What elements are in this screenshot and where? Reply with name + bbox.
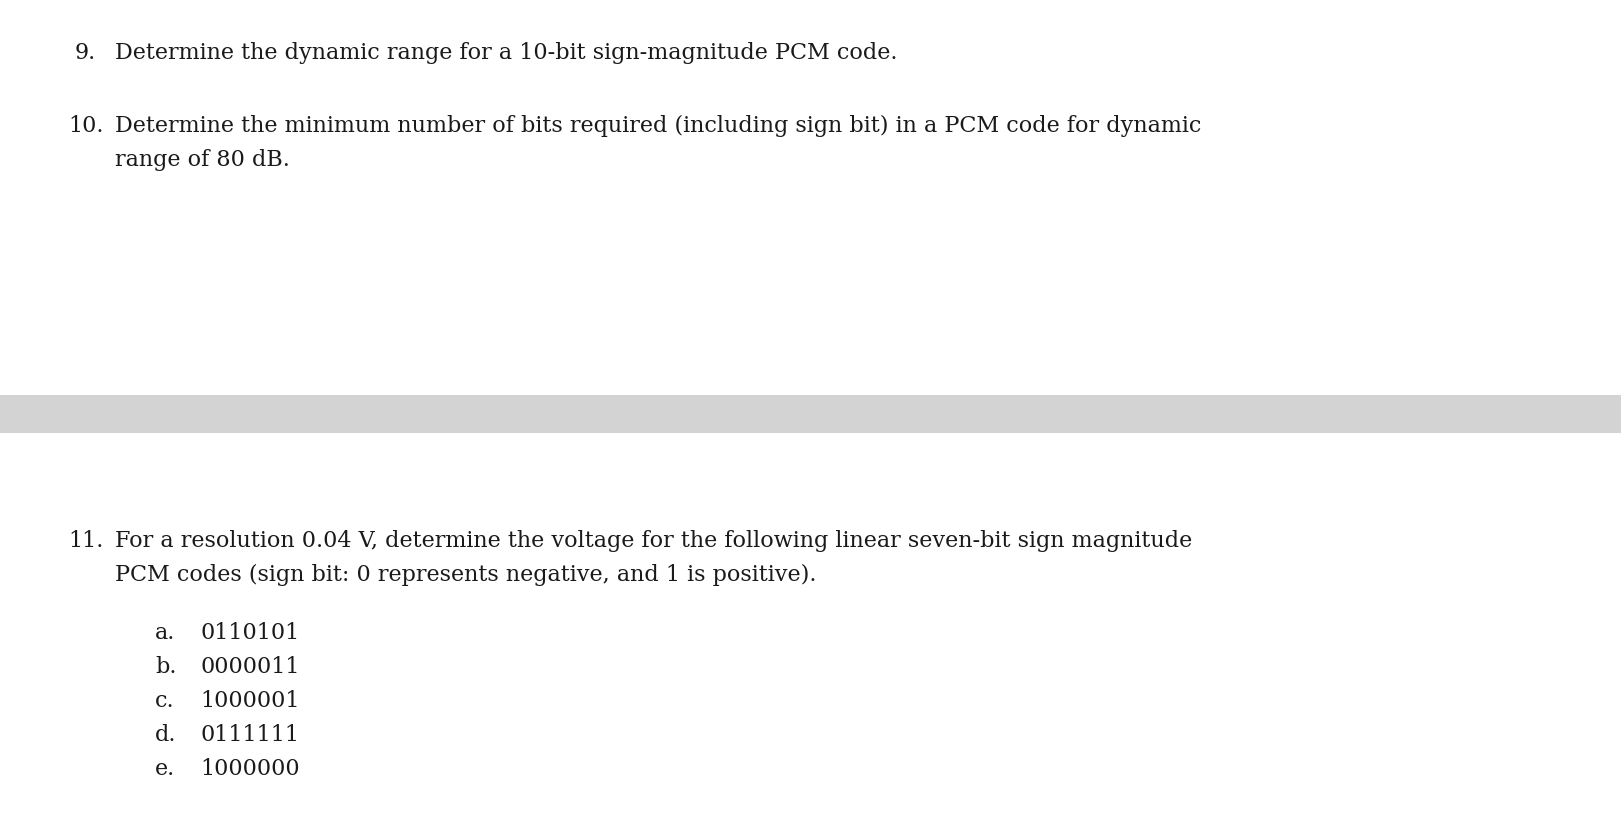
Text: PCM codes (sign bit: 0 represents negative, and 1 is positive).: PCM codes (sign bit: 0 represents negati… [115,564,817,586]
Text: Determine the dynamic range for a 10-bit sign-magnitude PCM code.: Determine the dynamic range for a 10-bit… [115,42,898,64]
Text: 10.: 10. [68,115,104,137]
Text: Determine the minimum number of bits required (including sign bit) in a PCM code: Determine the minimum number of bits req… [115,115,1201,137]
Text: 0111111: 0111111 [199,724,298,746]
Text: 1000000: 1000000 [199,758,300,780]
Bar [0,395,1621,433]
Text: 0110101: 0110101 [199,622,300,644]
Text: e.: e. [156,758,175,780]
Text: a.: a. [156,622,175,644]
Text: 0000011: 0000011 [199,656,300,678]
Text: c.: c. [156,690,175,712]
Text: d.: d. [156,724,177,746]
Text: 9.: 9. [75,42,96,64]
Text: 11.: 11. [68,530,104,552]
Text: For a resolution 0.04 V, determine the voltage for the following linear seven-bi: For a resolution 0.04 V, determine the v… [115,530,1193,552]
Text: 1000001: 1000001 [199,690,300,712]
Text: range of 80 dB.: range of 80 dB. [115,149,290,171]
Text: b.: b. [156,656,177,678]
